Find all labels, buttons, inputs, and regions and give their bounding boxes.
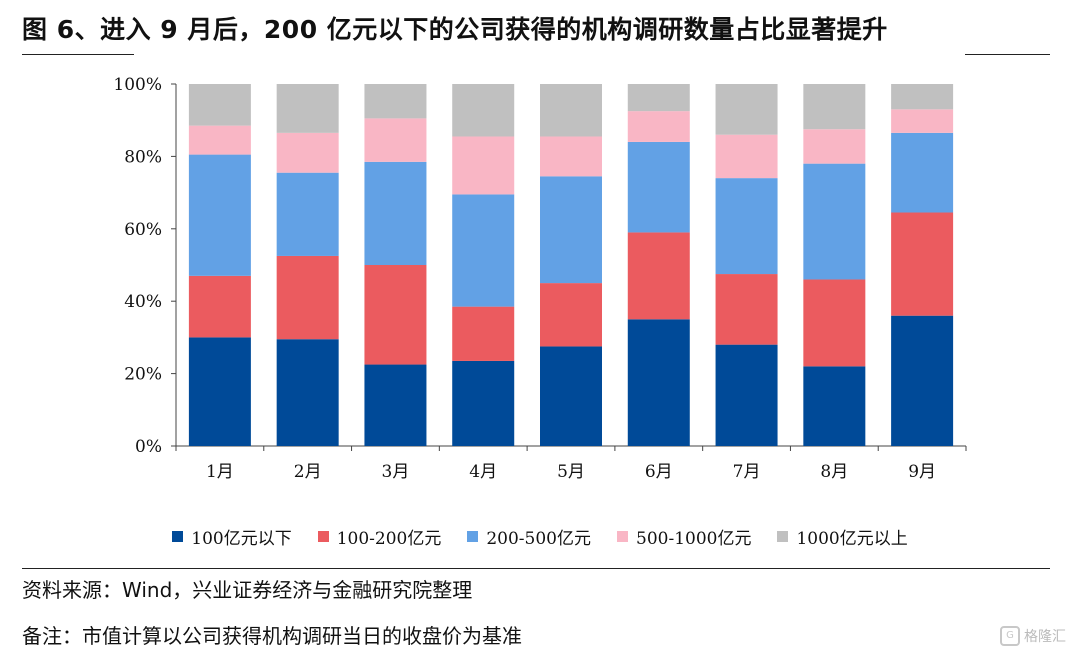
- bar-segment: [276, 84, 339, 133]
- bar-segment: [364, 265, 427, 365]
- bar-segment: [452, 84, 515, 137]
- bar-segment: [715, 84, 778, 135]
- bar-segment: [715, 274, 778, 345]
- bar-segment: [715, 134, 778, 179]
- y-tick-label: 100%: [113, 75, 162, 95]
- bar-segment: [276, 172, 339, 256]
- x-tick-label: 2月: [294, 462, 322, 482]
- x-tick-label: 5月: [557, 462, 585, 482]
- bar-segment: [891, 109, 954, 133]
- bar-segment: [364, 118, 427, 162]
- bar-segment: [540, 346, 602, 446]
- bar-segment: [627, 232, 690, 320]
- legend-item: 100-200亿元: [317, 524, 442, 549]
- bar-segment: [803, 366, 866, 446]
- bar-segment: [188, 154, 251, 276]
- x-tick-label: 6月: [645, 462, 673, 482]
- bar-segment: [715, 344, 778, 446]
- bar-segment: [188, 125, 251, 155]
- legend-label: 100-200亿元: [336, 529, 442, 549]
- bar-segment: [715, 178, 778, 275]
- bar-segment: [540, 136, 602, 177]
- x-tick-label: 9月: [908, 462, 936, 482]
- legend-swatch: [617, 531, 628, 542]
- bar-segment: [364, 84, 427, 119]
- x-tick-label: 3月: [382, 462, 410, 482]
- bar-segment: [452, 194, 515, 307]
- bar-segment: [364, 161, 427, 265]
- bar-segment: [188, 84, 251, 126]
- watermark-logo-icon: G: [1000, 626, 1020, 646]
- y-tick-label: 20%: [124, 365, 162, 385]
- bar-segment: [540, 176, 602, 284]
- x-tick-label: 1月: [206, 462, 234, 482]
- bar-segment: [188, 337, 251, 446]
- x-tick-label: 7月: [733, 462, 761, 482]
- legend-label: 100亿元以下: [191, 529, 292, 549]
- bar-segment: [452, 136, 515, 195]
- title-rule-right: [965, 54, 1050, 55]
- legend-swatch: [777, 531, 789, 542]
- legend-swatch: [317, 531, 329, 542]
- bar-segment: [803, 279, 866, 367]
- title-rule-left: [22, 54, 134, 55]
- bar-segment: [803, 163, 866, 280]
- remark-note: 备注：市值计算以公司获得机构调研当日的收盘价为基准: [22, 624, 522, 648]
- bar-segment: [276, 255, 339, 340]
- stacked-bar-chart: 0% 20% 40% 60% 80% 100% 1月 2月 3月 4月 5月 6月 7月 8月 9月: [113, 75, 967, 482]
- bar-segment: [364, 364, 427, 446]
- legend-item: 1000亿元以上: [777, 524, 908, 549]
- x-tick-label: 8月: [820, 462, 848, 482]
- chart-legend: 100亿元以下 100-200亿元 200-500亿元 500-1000亿元 1000亿…: [0, 524, 1080, 549]
- bar-segment: [627, 84, 690, 112]
- bar-segment: [891, 212, 954, 316]
- bar-segment: [803, 129, 866, 164]
- bar-segment: [188, 275, 251, 338]
- x-tick-label: 4月: [469, 462, 497, 482]
- bar-segment: [540, 84, 602, 137]
- legend-swatch: [467, 531, 479, 542]
- source-rule-top: [22, 568, 1050, 569]
- bar-segment: [452, 306, 515, 361]
- legend-item: 100亿元以下: [172, 524, 292, 549]
- bar-segment: [540, 283, 602, 347]
- chart-title: 图 6、进入 9 月后，200 亿元以下的公司获得的机构调研数量占比显著提升: [22, 15, 888, 44]
- y-tick-label: 0%: [135, 437, 162, 457]
- bar-segment: [627, 141, 690, 233]
- y-tick-label: 80%: [124, 147, 162, 167]
- y-tick-label: 60%: [124, 220, 162, 240]
- bar-segment: [276, 339, 339, 446]
- bar-segment: [627, 111, 690, 142]
- y-tick-label: 40%: [124, 292, 162, 312]
- watermark: G 格隆汇: [1000, 626, 1066, 646]
- legend-label: 1000亿元以上: [796, 529, 908, 549]
- legend-item: 500-1000亿元: [617, 524, 751, 549]
- bar-segment: [452, 360, 515, 446]
- bar-segment: [891, 84, 954, 110]
- watermark-text: 格隆汇: [1024, 629, 1066, 645]
- source-note: 资料来源：Wind，兴业证券经济与金融研究院整理: [22, 578, 473, 602]
- bar-segment: [803, 84, 866, 130]
- legend-item: 200-500亿元: [467, 524, 591, 549]
- bar-segment: [627, 319, 690, 446]
- legend-label: 500-1000亿元: [636, 529, 752, 549]
- legend-label: 200-500亿元: [486, 529, 591, 549]
- legend-swatch: [172, 531, 184, 542]
- bar-segment: [891, 132, 954, 213]
- bar-segment: [891, 315, 954, 446]
- bar-segment: [276, 132, 339, 173]
